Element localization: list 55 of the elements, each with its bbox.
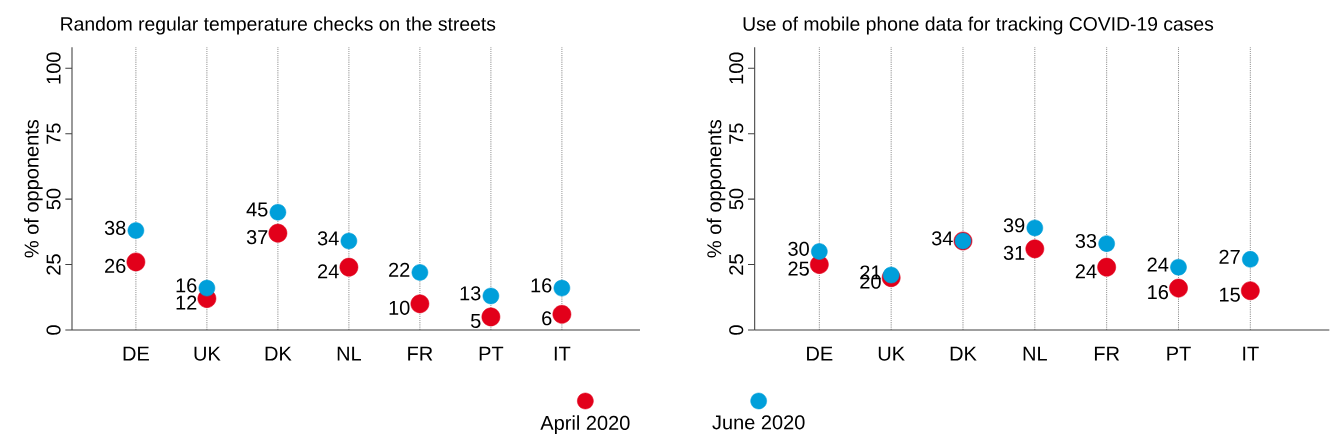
x-tick-label: DE: [807, 346, 833, 361]
data-label: 24: [1075, 264, 1097, 279]
data-label: 12: [176, 295, 197, 310]
y-tick-label: 100: [46, 52, 61, 84]
x-tick-label: PT: [1167, 346, 1191, 361]
x-tick-label: PT: [479, 346, 504, 361]
y-tick-label: 100: [729, 52, 744, 84]
y-tick-label: 0: [46, 325, 61, 335]
x-tick-label: NL: [1023, 346, 1047, 361]
data-label: 34: [317, 231, 339, 246]
data-label: 5: [470, 313, 481, 328]
data-label: 15: [1220, 287, 1240, 302]
y-tick-label: 50: [729, 188, 744, 210]
y-tick-label: 75: [729, 123, 744, 144]
data-label: 10: [389, 300, 410, 315]
x-tick-label: FR: [408, 346, 433, 361]
data-label: 16: [531, 278, 552, 293]
x-tick-label: IT: [554, 346, 571, 361]
y-tick-label: 50: [46, 188, 61, 210]
data-label: 37: [246, 230, 268, 245]
legend-label: April 2020: [540, 415, 630, 434]
x-tick-label: DE: [123, 346, 149, 361]
y-tick-label: 75: [46, 123, 61, 144]
y-tick-label: 25: [46, 254, 61, 275]
y-tick-label: 25: [729, 254, 744, 275]
y-tick-label: 0: [729, 325, 744, 335]
data-label: 22: [389, 262, 410, 277]
data-label: 30: [788, 241, 809, 256]
data-label: 26: [105, 258, 126, 274]
data-label: 34: [931, 231, 953, 246]
data-label: 33: [1075, 233, 1097, 249]
x-tick-label: UK: [194, 346, 221, 361]
data-label: 16: [1148, 285, 1169, 300]
x-tick-label: FR: [1094, 346, 1120, 361]
x-tick-label: DK: [950, 346, 977, 361]
x-tick-label: NL: [337, 346, 362, 361]
y-axis-title: % of opponents: [706, 119, 726, 258]
chart-title: Use of mobile phone data for tracking COVID-19 cases: [743, 16, 1214, 35]
data-label: 38: [104, 220, 126, 235]
data-label: 24: [318, 264, 339, 279]
data-label: 16: [176, 278, 197, 293]
x-tick-label: IT: [1243, 346, 1259, 361]
data-label: 25: [788, 261, 809, 276]
x-tick-label: DK: [265, 346, 292, 361]
chart-title: Random regular temperature checks on the streets: [61, 16, 496, 35]
y-axis-title: % of opponents: [24, 119, 43, 258]
data-label: 39: [1003, 218, 1025, 233]
data-label: 6: [542, 311, 552, 326]
data-label: 13: [460, 286, 481, 301]
data-label: 27: [1219, 249, 1240, 264]
x-tick-label: UK: [878, 346, 905, 361]
data-label: 31: [1003, 245, 1025, 260]
data-label: 24: [1147, 257, 1169, 272]
legend-label: June 2020: [712, 415, 805, 430]
data-label: 45: [246, 202, 268, 217]
